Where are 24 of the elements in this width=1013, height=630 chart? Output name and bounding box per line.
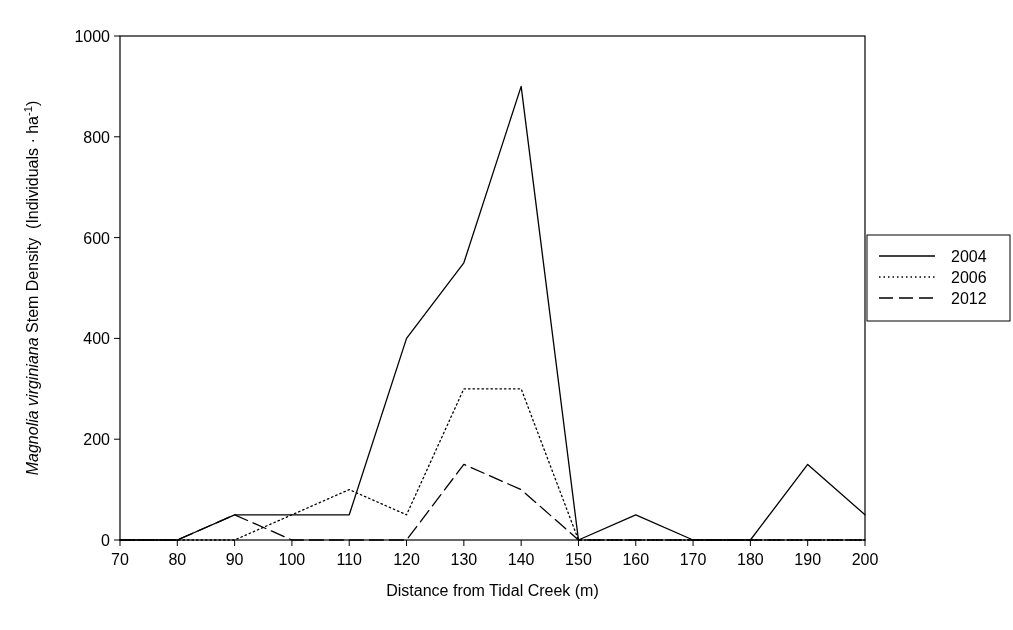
x-tick-label: 110	[336, 551, 363, 568]
y-tick-label: 1000	[74, 28, 111, 45]
y-tick-label: 200	[83, 431, 111, 449]
x-tick-label: 120	[393, 551, 420, 568]
x-tick-label: 170	[679, 551, 707, 568]
y-tick-label: 0	[101, 532, 111, 549]
legend-label: 2004	[951, 248, 987, 265]
y-tick-label: 400	[83, 330, 111, 348]
y-tick-label: 800	[83, 128, 111, 146]
x-tick-label: 190	[794, 551, 822, 568]
legend-label: 2006	[951, 269, 987, 286]
x-tick-label: 150	[565, 551, 592, 568]
x-axis-title: Distance from Tidal Creek (m)	[386, 582, 599, 599]
x-tick-label: 130	[450, 551, 478, 568]
x-tick-label: 80	[168, 551, 187, 568]
x-tick-label: 90	[225, 551, 244, 568]
x-tick-label: 160	[622, 551, 650, 568]
x-tick-label: 200	[851, 551, 879, 568]
x-tick-label: 70	[111, 551, 129, 568]
x-tick-label: 180	[737, 551, 764, 568]
x-tick-label: 140	[507, 551, 535, 568]
y-tick-label: 600	[83, 229, 111, 247]
x-tick-label: 100	[278, 551, 306, 568]
legend-label: 2012	[951, 290, 987, 307]
